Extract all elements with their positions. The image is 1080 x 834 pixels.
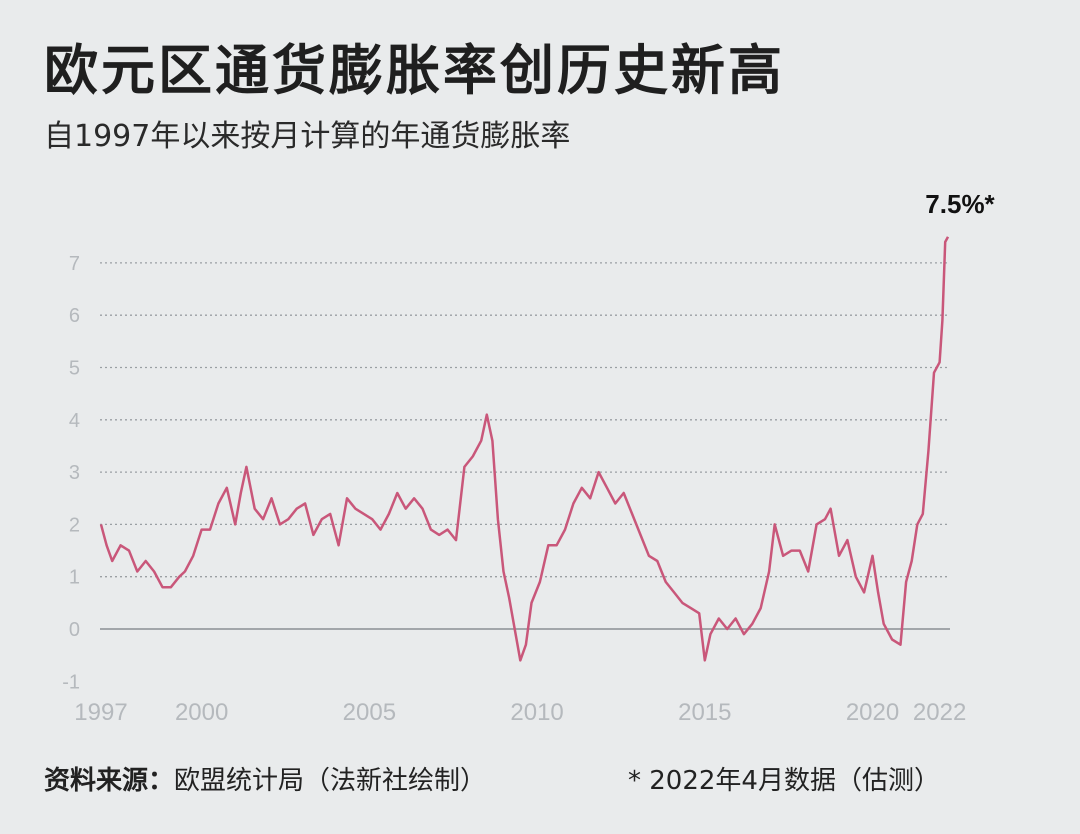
y-tick-label: 4 [69,410,80,432]
inflation-series-line [99,236,950,662]
chart-title: 欧元区通货膨胀率创历史新高 [44,39,785,102]
y-tick-label: 1 [69,567,80,589]
x-tick-label: 2015 [678,699,731,726]
y-tick-label: 6 [69,305,80,327]
source-note: 资料来源：欧盟统计局（法新社绘制） [44,760,486,797]
source-label: 资料来源： [44,766,175,796]
y-tick-label: 5 [69,358,80,380]
y-tick-label: 0 [69,619,80,641]
y-tick-label: 2 [69,514,80,536]
x-tick-label: 1997 [74,699,127,726]
x-tick-label: 2020 [846,699,899,726]
grid-lines [100,262,950,630]
x-axis-ticks: 1997 2000 2005 2010 2015 2020 2022 [74,699,966,726]
chart-subtitle: 自1997年以来按月计算的年通货膨胀率 [44,119,571,154]
y-tick-label: 7 [69,253,80,275]
x-tick-label: 2010 [510,699,563,726]
x-tick-label: 2000 [175,699,228,726]
footnote: * 2022年4月数据（估测） [628,766,940,796]
y-tick-label: 3 [69,462,80,484]
y-tick-label: -1 [62,671,80,693]
source-text: 欧盟统计局（法新社绘制） [174,766,487,796]
y-axis-ticks: -1 0 1 2 3 4 5 6 7 [62,253,80,693]
x-tick-label: 2005 [343,699,396,726]
peak-annotation: 7.5%* [925,189,995,219]
x-tick-label: 2022 [913,699,966,726]
